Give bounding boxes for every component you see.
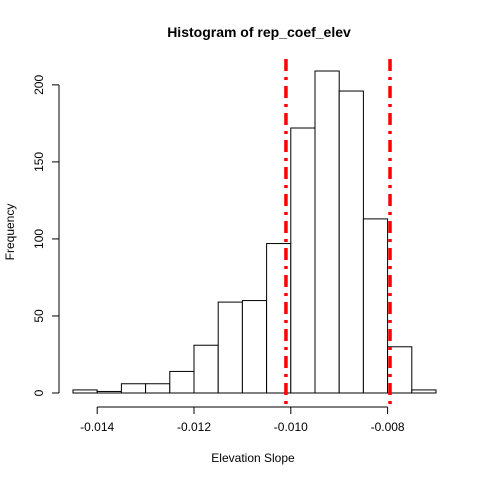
histogram-bar (241, 300, 268, 394)
histogram-bar (96, 390, 122, 394)
chart-title: Histogram of rep_coef_elev (167, 24, 351, 40)
y-axis: 0 50 100 150 200 (32, 75, 60, 396)
y-tick-label: 0 (32, 389, 46, 396)
histogram-bar (120, 383, 147, 394)
x-tick-label: -0.010 (274, 420, 308, 434)
x-axis-label: Elevation Slope (211, 451, 295, 465)
histogram-bar (411, 389, 437, 394)
x-tick-label: -0.012 (177, 420, 211, 434)
histogram-bar (145, 383, 171, 394)
y-axis-label: Frequency (3, 204, 17, 261)
y-tick-label: 100 (32, 229, 46, 249)
histogram-bar (193, 344, 219, 394)
histogram-bar (72, 389, 98, 394)
histogram-bar (338, 90, 364, 394)
x-axis: -0.014 -0.012 -0.010 -0.008 (80, 406, 405, 434)
y-tick-label: 150 (32, 152, 46, 172)
bars-group (72, 70, 437, 394)
histogram-bar (266, 243, 292, 394)
histogram-bar (217, 301, 243, 394)
histogram-bar (314, 70, 340, 394)
x-tick-label: -0.008 (371, 420, 405, 434)
y-tick-label: 200 (32, 75, 46, 95)
histogram-bar (169, 370, 195, 394)
histogram-bar (362, 218, 389, 394)
y-tick-label: 50 (32, 309, 46, 323)
reference-lines-group (284, 59, 392, 405)
x-tick-label: -0.014 (80, 420, 114, 434)
histogram-bar (290, 127, 316, 394)
